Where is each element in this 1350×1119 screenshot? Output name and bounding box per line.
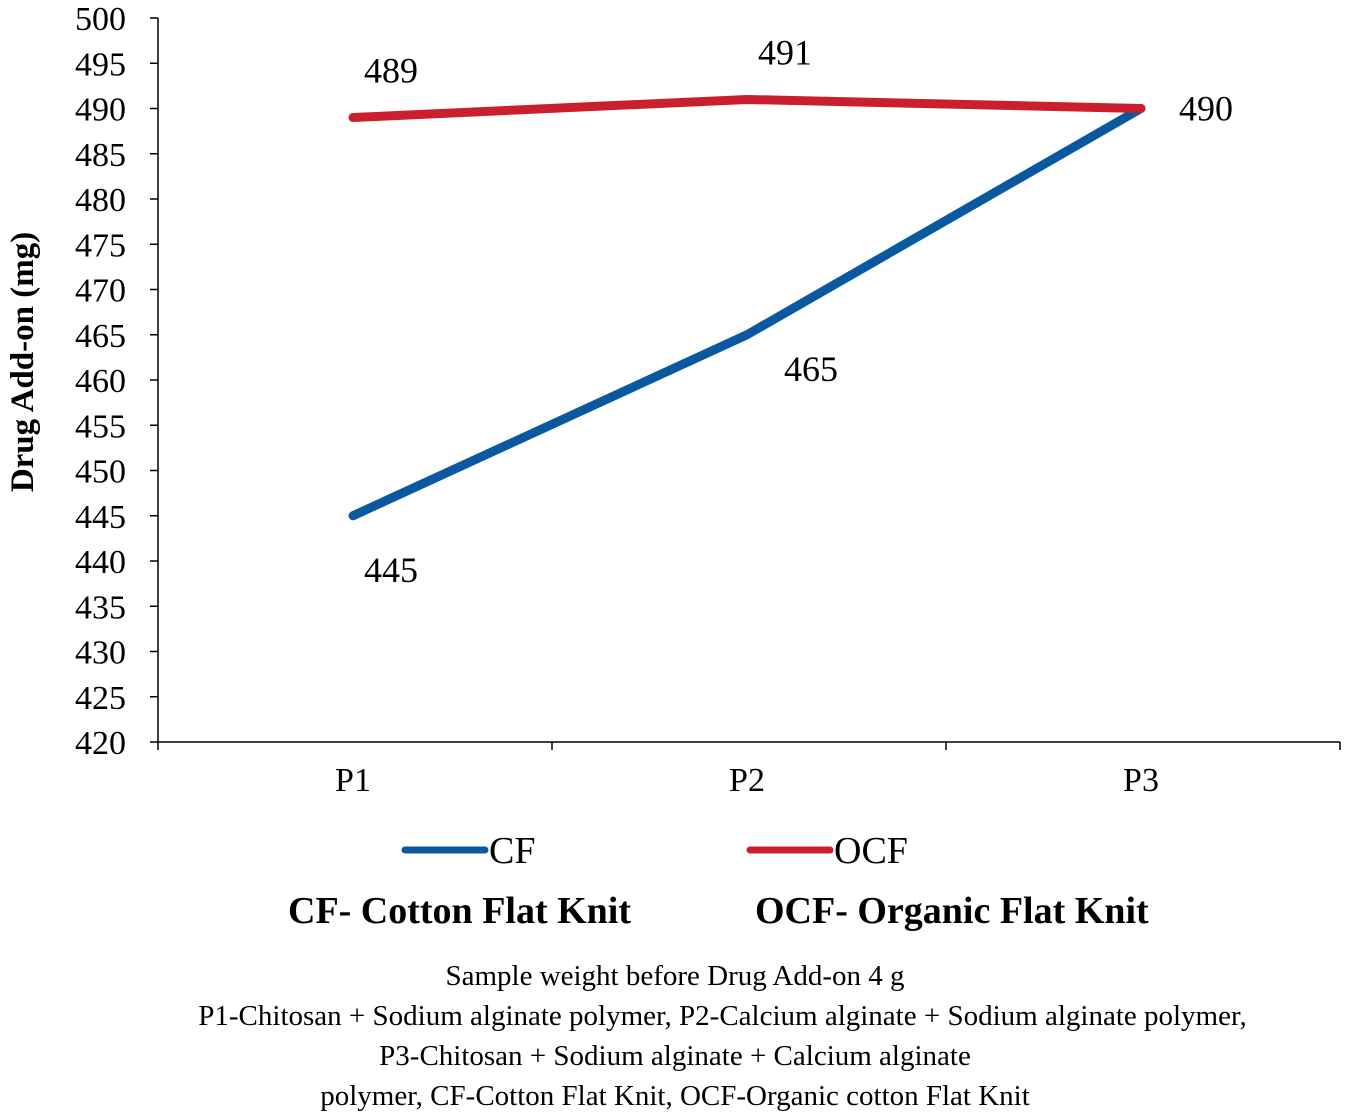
footnote-line: polymer, CF-Cotton Flat Knit, OCF-Organi… [320,1080,1030,1112]
series-lines [348,94,1146,521]
footnote-line: P1-Chitosan + Sodium alginate polymer, P… [198,1000,1247,1032]
y-tick-label: 435 [75,589,126,626]
x-tick-label: P1 [335,762,371,799]
abbreviation-ocf: OCF- Organic Flat Knit [755,890,1149,932]
footnote-line: Sample weight before Drug Add-on 4 g [445,960,905,992]
legend: CF OCF [401,830,908,872]
data-label-ocf: 489 [364,51,418,91]
line-chart: 420 425 430 435 440 445 450 455 460 465 470 475 480 4… [5,1,1341,932]
data-label-cf: 445 [364,550,418,590]
data-label-cf: 465 [784,349,838,389]
y-tick-label: 450 [75,454,126,491]
footnote-line: P3-Chitosan + Sodium alginate + Calcium … [379,1040,971,1072]
data-label-cf: 490 [1179,89,1233,129]
x-tick-label: P3 [1123,762,1159,799]
legend-label-cf: CF [489,830,535,872]
y-tick-label: 445 [75,499,126,536]
y-tick-label: 455 [75,408,126,445]
y-tick-label: 470 [75,273,126,310]
x-tick-label: P2 [729,762,765,799]
axes [150,17,1341,750]
series-line-cf [348,104,1146,521]
y-tick-label: 460 [75,363,126,400]
abbreviation-cf: CF- Cotton Flat Knit [288,890,631,932]
data-label-ocf: 491 [758,32,812,72]
x-tick-labels: P1 P2 P3 [335,762,1159,799]
data-labels: 445 465 490 489 491 [364,32,1233,589]
y-tick-label: 495 [75,46,126,83]
y-tick-label: 475 [75,227,126,264]
footnote: Sample weight before Drug Add-on 4 g P1-… [0,956,1350,1116]
y-tick-label: 500 [75,1,126,38]
series-line-ocf [348,94,1146,123]
y-tick-label: 425 [75,680,126,717]
y-tick-labels: 420 425 430 435 440 445 450 455 460 465 470 475 480 4… [75,1,126,762]
y-tick-label: 465 [75,318,126,355]
y-axis-title: Drug Add-on (mg) [5,232,41,492]
y-tick-label: 420 [75,725,126,762]
y-tick-label: 480 [75,182,126,219]
legend-label-ocf: OCF [834,830,908,872]
y-tick-label: 490 [75,92,126,129]
y-tick-label: 485 [75,137,126,174]
y-tick-label: 430 [75,635,126,672]
y-tick-label: 440 [75,544,126,581]
